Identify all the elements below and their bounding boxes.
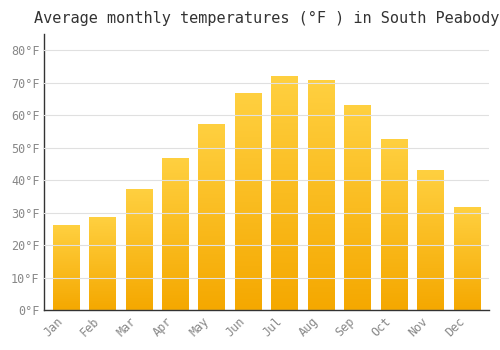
Title: Average monthly temperatures (°F ) in South Peabody: Average monthly temperatures (°F ) in So… xyxy=(34,11,499,26)
